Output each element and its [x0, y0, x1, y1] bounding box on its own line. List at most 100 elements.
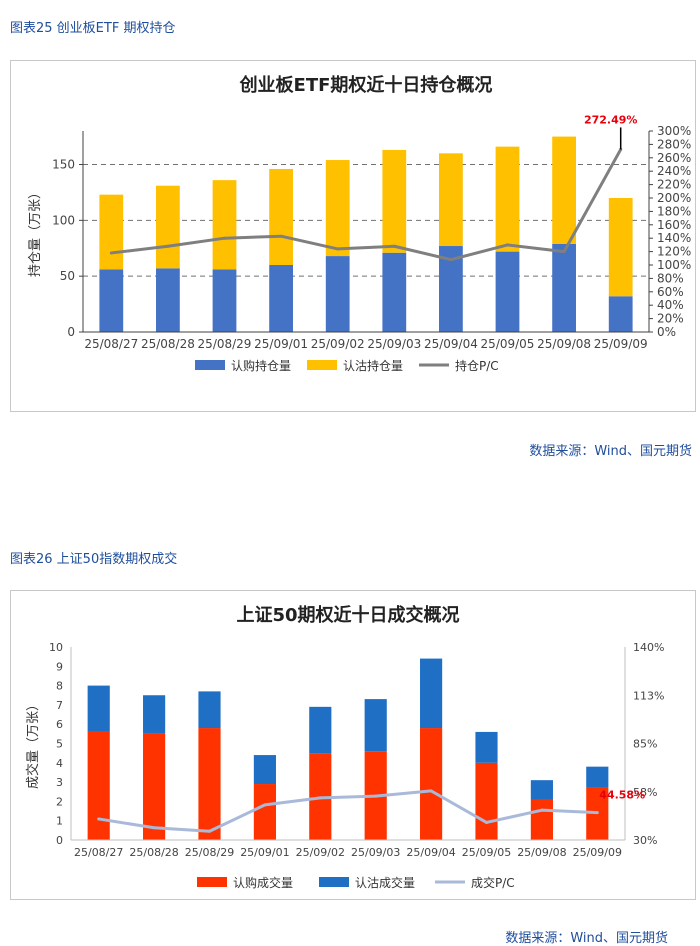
figure2-chart: 上证50期权近十日成交概况 0 1 2 3 4 5 6 7 8 9 10 30% 58% 85% 113% 14…	[25, 604, 664, 890]
bar-put	[475, 731, 498, 763]
y2-tick-label: 140%	[633, 641, 664, 654]
figure2-source: 数据来源：Wind、国元期货	[505, 931, 668, 946]
bar-call	[475, 762, 498, 840]
legend-label-2: 成交P/C	[471, 875, 515, 890]
pc-ratio-point	[392, 244, 396, 248]
pc-ratio-point	[97, 817, 101, 821]
x-tick-label: 25/09/05	[462, 846, 511, 859]
bar-call	[87, 731, 110, 840]
pc-ratio-point	[223, 236, 226, 240]
y2-tick-label: 113%	[633, 689, 664, 702]
y2-tick-label: 220%	[657, 178, 691, 192]
y2-tick-label: 120%	[657, 245, 691, 259]
y-tick-label: 100	[52, 213, 75, 227]
pc-ratio-line	[98, 789, 598, 833]
y2-tick-label: 0%	[657, 325, 676, 339]
chart-title: 创业板ETF期权近十日持仓概况	[239, 74, 493, 96]
pc-ratio-point	[562, 250, 566, 254]
bar-put	[253, 755, 276, 785]
pc-ratio-point	[336, 247, 340, 251]
bar-call	[99, 269, 124, 332]
y-tick-label: 0	[67, 325, 75, 339]
pc-ratio-point	[540, 808, 544, 812]
y-tick-label: 5	[56, 738, 63, 751]
x-tick-label: 25/09/04	[406, 846, 455, 859]
pc-ratio-point	[166, 244, 170, 248]
y2-tick-label: 160%	[657, 218, 691, 232]
bar-call	[325, 256, 350, 332]
y-tick-label: 7	[56, 699, 63, 712]
pc-ratio-point	[449, 258, 453, 262]
y-tick-label: 4	[56, 757, 63, 770]
y-tick-label: 150	[52, 158, 75, 172]
pc-ratio-point	[208, 829, 211, 833]
bar-put	[552, 136, 576, 244]
bar-put	[198, 691, 221, 729]
pc-ratio-line	[111, 148, 623, 262]
figure1-source: 数据来源：Wind、国元期货	[529, 444, 692, 459]
y2-tick-label: 280%	[657, 137, 691, 151]
y-tick-label: 6	[56, 718, 63, 731]
x-tick-label: 25/09/02	[296, 846, 345, 859]
pc-ratio-point	[152, 826, 156, 830]
x-tick-label: 25/08/27	[84, 337, 138, 351]
y-tick-label: 8	[56, 680, 63, 693]
y2-tick-label: 58%	[633, 786, 657, 799]
legend-label-0: 认购持仓量	[231, 358, 291, 373]
y2-tick-label: 260%	[657, 151, 691, 165]
pc-ratio-point	[374, 794, 378, 798]
x-tick-label: 25/09/01	[240, 846, 289, 859]
x-tick-label: 25/09/03	[351, 846, 400, 859]
pc-ratio-label: 44.58%	[599, 789, 645, 802]
y-tick-label: 1	[56, 815, 63, 828]
pc-ratio-point	[279, 234, 283, 238]
bar-put	[608, 198, 633, 297]
bar-call	[198, 728, 221, 840]
bar-put	[156, 185, 180, 269]
pc-ratio-point	[109, 251, 113, 255]
y-tick-label: 50	[60, 269, 75, 283]
y2-tick-label: 180%	[657, 204, 691, 218]
pc-ratio-point	[485, 820, 488, 824]
bar-put	[364, 699, 387, 752]
bar-call	[552, 243, 576, 332]
y2-tick-label: 100%	[657, 258, 691, 272]
bar-put	[143, 695, 166, 734]
bar-call	[269, 265, 293, 332]
pc-ratio-point	[506, 243, 509, 247]
pc-ratio-point	[429, 789, 433, 793]
y-tick-label: 0	[56, 834, 63, 847]
x-tick-label: 25/08/29	[185, 846, 234, 859]
bar-call	[382, 252, 407, 332]
x-tick-label: 25/09/04	[424, 337, 478, 351]
x-tick-label: 25/08/28	[129, 846, 178, 859]
bar-put	[420, 658, 443, 729]
y2-tick-label: 60%	[657, 285, 684, 299]
bar-put	[586, 766, 609, 788]
x-tick-label: 25/09/08	[537, 337, 591, 351]
bar-put	[309, 706, 332, 754]
y2-tick-label: 20%	[657, 312, 684, 326]
bar-put	[325, 160, 350, 257]
bar-call	[495, 251, 520, 332]
bar-put	[269, 168, 293, 265]
bar-put	[87, 685, 110, 732]
bar-call	[253, 784, 276, 840]
y2-tick-label: 80%	[657, 271, 684, 285]
x-tick-label: 25/09/02	[311, 337, 365, 351]
y-axis-title: 成交量（万张）	[25, 698, 41, 789]
x-tick-label: 25/08/29	[198, 337, 252, 351]
x-tick-label: 25/09/09	[594, 337, 648, 351]
y2-tick-label: 40%	[657, 298, 684, 312]
y2-tick-label: 140%	[657, 231, 691, 245]
figure2-caption: 图表26 上证50指数期权成交	[10, 552, 178, 567]
legend-label-1: 认沽持仓量	[343, 358, 403, 373]
bar-put	[212, 180, 237, 270]
y2-tick-label: 240%	[657, 164, 691, 178]
bar-call	[420, 728, 443, 840]
y2-tick-label: 200%	[657, 191, 691, 205]
y2-tick-label: 300%	[657, 124, 691, 138]
bar-put	[99, 194, 124, 270]
x-tick-label: 25/09/05	[481, 337, 535, 351]
bar-call	[608, 296, 633, 332]
